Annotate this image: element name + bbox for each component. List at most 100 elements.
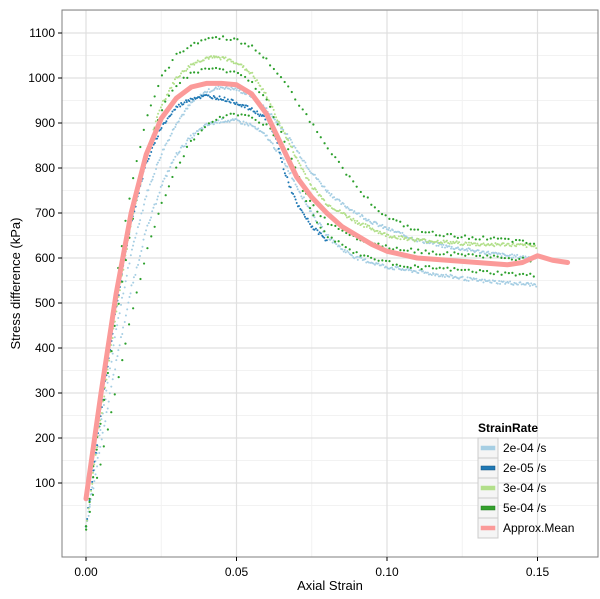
data-point (485, 269, 489, 273)
data-point (275, 116, 278, 119)
data-point (352, 217, 355, 220)
data-point (164, 194, 167, 197)
data-point (303, 213, 306, 216)
data-point (294, 183, 297, 186)
data-point (317, 178, 320, 181)
data-point (299, 156, 302, 159)
data-point (242, 104, 245, 107)
data-point (108, 392, 111, 395)
data-point (265, 123, 268, 126)
data-point (413, 264, 417, 267)
data-point (377, 262, 380, 265)
y-tick-label: 100 (35, 476, 55, 490)
data-point (222, 68, 225, 71)
data-point (353, 210, 356, 213)
data-point (410, 269, 413, 272)
data-point (178, 161, 182, 164)
data-point (435, 253, 438, 256)
data-point (431, 250, 434, 253)
data-point (475, 271, 478, 274)
data-point (399, 220, 402, 223)
data-point (218, 67, 221, 70)
data-point (402, 265, 406, 268)
data-point (92, 469, 95, 472)
data-point (106, 428, 109, 431)
data-point (222, 116, 225, 119)
data-point (298, 104, 301, 107)
data-point (187, 137, 190, 140)
data-point (252, 75, 255, 78)
data-point (509, 280, 512, 283)
data-point (368, 224, 371, 227)
data-point (183, 101, 186, 104)
data-point (306, 166, 309, 169)
data-point (128, 197, 131, 200)
data-point (465, 279, 468, 282)
data-point (305, 113, 308, 116)
data-point (215, 118, 218, 121)
data-point (348, 175, 351, 178)
data-point (392, 248, 395, 251)
data-point (151, 210, 154, 213)
data-point (88, 505, 91, 508)
gridlines (62, 10, 598, 557)
data-point (516, 283, 519, 286)
data-point (251, 116, 254, 119)
data-point (179, 146, 182, 149)
data-point (482, 235, 485, 238)
data-point (429, 273, 432, 276)
data-point (139, 277, 142, 281)
data-point (196, 130, 199, 133)
data-point (413, 251, 416, 254)
data-point (167, 185, 171, 188)
data-point (140, 212, 143, 215)
data-point (168, 138, 171, 141)
data-point (470, 249, 473, 252)
data-point (384, 235, 387, 238)
data-point (313, 228, 316, 231)
data-point (329, 194, 332, 197)
data-point (282, 158, 285, 161)
data-point (225, 100, 228, 103)
data-point (113, 393, 116, 396)
data-point (511, 253, 514, 256)
data-point (504, 282, 507, 285)
data-point (250, 107, 253, 110)
data-point (158, 191, 161, 194)
data-point (186, 107, 189, 110)
data-point (352, 211, 355, 214)
data-point (443, 246, 446, 249)
data-point (535, 285, 538, 288)
data-point (301, 197, 304, 200)
data-point (110, 411, 113, 414)
data-point (504, 271, 507, 274)
data-point (338, 209, 341, 212)
data-point (450, 242, 453, 245)
y-tick-label: 900 (35, 116, 55, 130)
data-point (336, 198, 339, 201)
data-point (183, 110, 186, 113)
data-point (212, 94, 215, 97)
data-point (365, 219, 368, 222)
legend-label: 2e-04 /s (503, 441, 546, 455)
data-point (107, 400, 110, 403)
data-point (111, 378, 114, 381)
data-point (106, 371, 109, 375)
data-point (189, 44, 193, 47)
data-point (354, 221, 357, 224)
data-point (186, 76, 189, 79)
data-point (176, 105, 179, 108)
data-point (161, 180, 164, 183)
data-point (236, 38, 239, 41)
data-point (265, 107, 268, 110)
data-point (196, 59, 199, 62)
data-point (487, 250, 490, 253)
data-point (411, 271, 414, 274)
data-point (246, 122, 249, 125)
data-point (287, 170, 290, 173)
data-point (334, 224, 337, 227)
data-point (463, 243, 466, 246)
data-point (362, 218, 365, 221)
data-point (442, 273, 445, 276)
data-point (295, 202, 298, 205)
